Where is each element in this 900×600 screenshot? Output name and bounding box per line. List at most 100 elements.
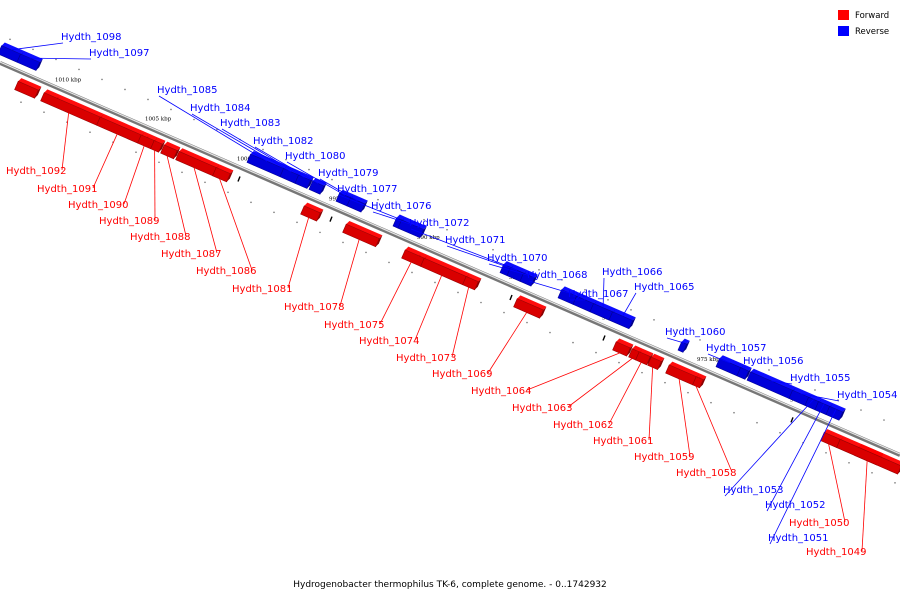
gene-label[interactable]: Hydth_1070 [487, 253, 548, 264]
gene-label[interactable]: Hydth_1081 [232, 284, 293, 295]
gene-hydth-1074[interactable] [420, 254, 470, 286]
leader-line [123, 145, 145, 205]
leader-line [567, 358, 633, 408]
gene-hydth-1073[interactable] [462, 273, 482, 291]
gene-label[interactable]: Hydth_1087 [161, 249, 222, 260]
gene-block[interactable] [14, 78, 42, 99]
gene-hydth-1062[interactable] [635, 348, 654, 366]
track-dot [883, 419, 885, 421]
gene-hydth-1082[interactable] [308, 177, 327, 195]
track-dot [848, 461, 850, 464]
gene-label[interactable]: Hydth_1098 [61, 32, 122, 43]
gene-label[interactable]: Hydth_1053 [723, 485, 784, 496]
gene-hydth-1089[interactable] [150, 137, 166, 153]
track-dot [607, 299, 609, 301]
gene-hydth-1079[interactable] [346, 194, 368, 213]
gene-label[interactable]: Hydth_1062 [553, 420, 614, 431]
gene-label[interactable]: Hydth_1088 [130, 232, 191, 243]
gene-hydth-1065[interactable] [608, 308, 636, 330]
track-dot [204, 181, 206, 184]
gene-label[interactable]: Hydth_1050 [789, 518, 850, 529]
gene-label[interactable]: Hydth_1090 [68, 200, 129, 211]
gene-hydth-1061[interactable] [647, 353, 665, 371]
track-dot [273, 211, 275, 214]
gene-label[interactable]: Hydth_1086 [196, 266, 257, 277]
gene-label[interactable]: Hydth_1052 [765, 500, 826, 511]
gene-label[interactable]: Hydth_1069 [432, 369, 493, 380]
gene-hydth-1091[interactable] [96, 113, 145, 144]
gene-label[interactable]: Hydth_1083 [220, 118, 281, 129]
gene-label[interactable]: Hydth_1066 [602, 267, 663, 278]
gene-label[interactable]: Hydth_1068 [527, 270, 588, 281]
gene-label[interactable]: Hydth_1049 [806, 547, 867, 558]
gene-label[interactable]: Hydth_1089 [99, 216, 160, 227]
gene-hydth-1058[interactable] [692, 373, 707, 389]
gene-label[interactable]: Hydth_1055 [790, 373, 851, 384]
gene-label[interactable]: Hydth_1077 [337, 184, 398, 195]
leader-line [61, 113, 70, 171]
tick-mark [790, 417, 794, 423]
track-dot [32, 48, 34, 51]
gene-hydth-1088[interactable] [160, 141, 181, 160]
gene-label[interactable]: Hydth_1056 [743, 356, 804, 367]
gene-label[interactable]: Hydth_1064 [471, 386, 532, 397]
track-dot [308, 168, 310, 171]
track-dot [630, 309, 632, 311]
leader-line [766, 403, 825, 512]
gene-label[interactable]: Hydth_1074 [359, 336, 420, 347]
track-dot [733, 411, 735, 414]
legend-reverse-label: Reverse [855, 27, 889, 37]
leader-line [602, 277, 605, 308]
gene-label[interactable]: Hydth_1073 [396, 353, 457, 364]
gene-label[interactable]: Hydth_1059 [634, 452, 695, 463]
gene-label[interactable]: Hydth_1065 [634, 282, 695, 293]
leader-line [219, 178, 253, 271]
gene-label[interactable]: Hydth_1075 [324, 320, 385, 331]
gene-hydth-1070[interactable] [519, 269, 538, 287]
track-dot [89, 131, 91, 133]
leader-line [695, 386, 733, 473]
gene-label[interactable]: Hydth_1078 [284, 302, 345, 313]
track-dot [147, 98, 149, 101]
gene-hydth-1081[interactable] [300, 202, 324, 222]
leader-line [724, 399, 814, 497]
gene-label[interactable]: Hydth_1067 [568, 289, 629, 300]
gene-hydth-1056[interactable] [736, 364, 752, 380]
gene-label[interactable]: Hydth_1080 [285, 151, 346, 162]
tick-label: 975 kbp [697, 357, 720, 363]
gene-hydth-1097[interactable] [16, 50, 43, 71]
track-dot [745, 359, 747, 361]
gene-label[interactable]: Hydth_1097 [89, 48, 150, 59]
track-dot [377, 198, 379, 201]
gene-label[interactable]: Hydth_1076 [371, 201, 432, 212]
gene-hydth-1076[interactable] [397, 216, 427, 239]
track-dot [871, 472, 873, 474]
gene-hydth-1078[interactable] [342, 220, 383, 248]
leader-line [800, 393, 840, 402]
gene-label[interactable]: Hydth_1058 [676, 468, 737, 479]
gene-label[interactable]: Hydth_1084 [190, 103, 251, 114]
gene-label[interactable]: Hydth_1082 [253, 136, 314, 147]
leader-line [30, 57, 92, 60]
gene-label[interactable]: Hydth_1054 [837, 390, 898, 401]
gene-label[interactable]: Hydth_1051 [768, 533, 829, 544]
label-layer: Hydth_1098 Hydth_1097 Hydth_1092 Hydth_1091… [6, 32, 898, 558]
gene-hydth-1064[interactable] [612, 338, 634, 357]
gene-label[interactable]: Hydth_1079 [318, 168, 379, 179]
gene-label[interactable]: Hydth_1071 [445, 235, 506, 246]
gene-hydth-1069[interactable] [513, 295, 547, 319]
gene-label[interactable]: Hydth_1060 [665, 327, 726, 338]
track-dot [756, 421, 758, 424]
gene-label[interactable]: Hydth_1061 [593, 436, 654, 447]
gene-label[interactable]: Hydth_1063 [512, 403, 573, 414]
gene-label[interactable]: Hydth_1092 [6, 166, 67, 177]
gene-hydth-1049[interactable] [836, 436, 900, 475]
gene-label[interactable]: Hydth_1072 [409, 218, 470, 229]
track-dot [20, 101, 22, 103]
gene-label[interactable]: Hydth_1091 [37, 184, 98, 195]
gene-hydth-1060[interactable] [677, 338, 690, 353]
gene-label[interactable]: Hydth_1085 [157, 85, 218, 96]
gene-label[interactable]: Hydth_1057 [706, 343, 767, 354]
gene-hydth-1086[interactable] [212, 164, 234, 183]
legend-forward-swatch [838, 10, 849, 20]
